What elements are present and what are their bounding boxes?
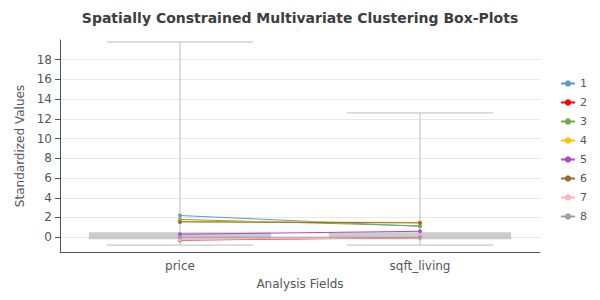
svg-text:10: 10 <box>37 132 52 146</box>
svg-text:16: 16 <box>37 72 52 86</box>
svg-text:2: 2 <box>44 210 52 224</box>
svg-text:2: 2 <box>580 96 587 109</box>
svg-text:6: 6 <box>580 172 587 185</box>
svg-text:4: 4 <box>44 191 52 205</box>
svg-text:12: 12 <box>37 112 52 126</box>
svg-text:1: 1 <box>580 77 587 90</box>
svg-text:18: 18 <box>37 53 52 67</box>
svg-text:6: 6 <box>44 171 52 185</box>
svg-text:3: 3 <box>580 115 587 128</box>
svg-text:8: 8 <box>44 151 52 165</box>
svg-text:Analysis Fields: Analysis Fields <box>256 277 343 291</box>
svg-text:Standardized Values: Standardized Values <box>13 85 27 207</box>
svg-text:0: 0 <box>44 230 52 244</box>
svg-text:price: price <box>165 259 195 273</box>
svg-text:sqft_living: sqft_living <box>390 259 451 273</box>
svg-text:14: 14 <box>37 92 52 106</box>
svg-text:4: 4 <box>580 134 587 147</box>
svg-text:Spatially Constrained Multivar: Spatially Constrained Multivariate Clust… <box>82 10 518 26</box>
svg-text:8: 8 <box>580 210 587 223</box>
svg-text:7: 7 <box>580 191 587 204</box>
svg-text:5: 5 <box>580 153 587 166</box>
